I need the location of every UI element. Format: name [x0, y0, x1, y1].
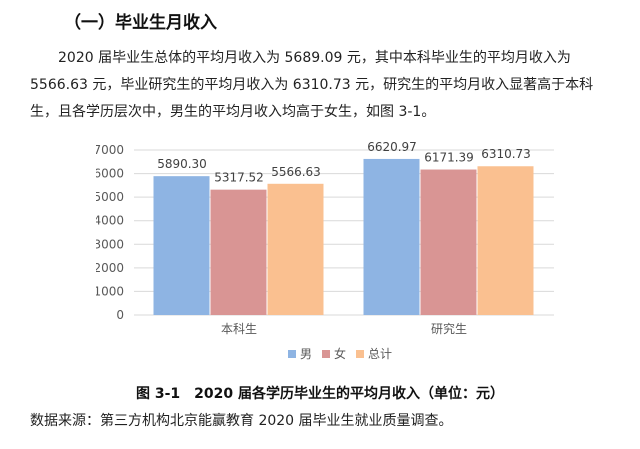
y-tick-label: 3000 — [96, 237, 124, 251]
bar — [363, 158, 420, 315]
y-tick-label: 6000 — [96, 167, 124, 181]
legend-label: 男 — [300, 347, 312, 361]
data-label: 5890.30 — [157, 157, 207, 171]
data-label: 6310.73 — [481, 147, 531, 161]
legend-swatch — [356, 350, 364, 358]
chart-y-ticks: 0 1000 2000 3000 4000 5000 6000 7000 — [96, 143, 124, 322]
section-title: （一）毕业生月收入 — [64, 13, 217, 33]
bar — [210, 189, 267, 315]
legend-label: 总计 — [368, 347, 392, 361]
bar — [153, 176, 210, 315]
chart-bars — [153, 158, 534, 315]
y-tick-label: 5000 — [96, 190, 124, 204]
legend-swatch — [322, 350, 330, 358]
data-label: 6620.97 — [367, 140, 417, 154]
chart-category-labels: 本科生 研究生 — [221, 321, 467, 336]
y-tick-label: 4000 — [96, 214, 124, 228]
category-label: 研究生 — [431, 321, 467, 336]
income-bar-chart: 0 1000 2000 3000 4000 5000 6000 7000 5890.30 531… — [96, 140, 554, 361]
y-tick-label: 7000 — [96, 143, 124, 157]
body-paragraph: 2020 届毕业生总体的平均月收入为 5689.09 元，其中本科毕业生的平均月… — [30, 50, 594, 120]
category-label: 本科生 — [221, 322, 257, 336]
legend-label: 女 — [334, 346, 346, 361]
chart-legend: 男 女 总计 — [288, 346, 392, 361]
chart-data-labels: 5890.30 5317.52 5566.63 6620.97 6171.39 6310.… — [157, 140, 531, 185]
bar — [267, 183, 324, 315]
data-label: 5566.63 — [271, 165, 321, 179]
y-tick-label: 1000 — [96, 284, 124, 298]
y-tick-label: 2000 — [96, 261, 124, 275]
data-source-note: 数据来源：第三方机构北京能赢教育 2020 届毕业生就业质量调查。 — [30, 413, 453, 429]
bar — [477, 166, 534, 315]
bar — [420, 169, 477, 315]
legend-swatch — [288, 350, 296, 358]
figure-caption: 图 3-1 2020 届各学历毕业生的平均月收入（单位：元） — [135, 386, 504, 402]
data-label: 5317.52 — [214, 171, 264, 185]
y-tick-label: 0 — [116, 308, 124, 322]
data-label: 6171.39 — [424, 151, 474, 165]
